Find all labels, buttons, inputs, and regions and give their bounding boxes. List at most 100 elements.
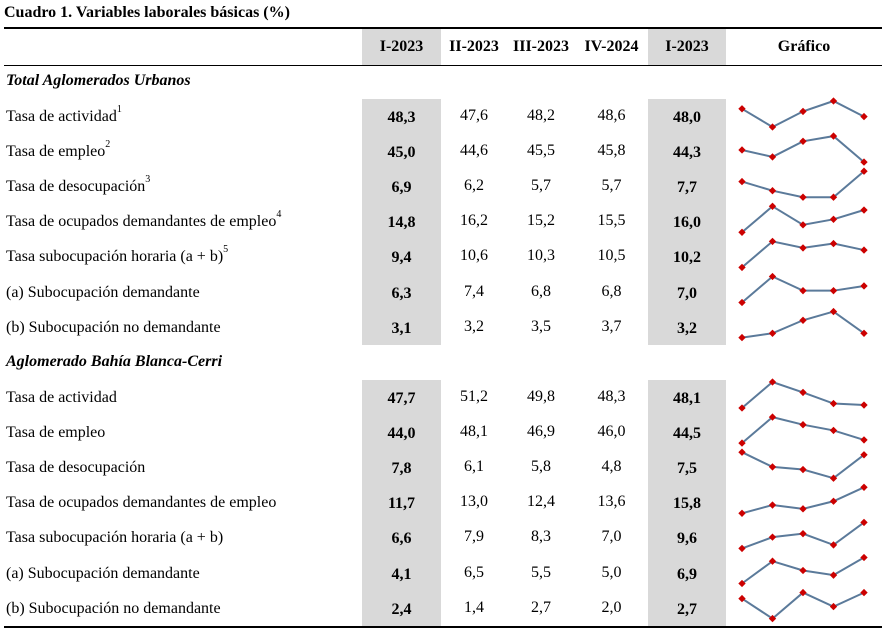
table-cell: 48,1 <box>460 423 488 441</box>
row-label-text: Tasa de desocupación <box>6 178 146 196</box>
table-cell: 6,1 <box>464 458 484 476</box>
footnote-marker: 4 <box>276 209 282 221</box>
header-col-5: I-2023 <box>665 38 709 55</box>
table-cell: 48,0 <box>673 109 701 126</box>
shade-col-5-body1 <box>648 99 726 345</box>
table-cell: 48,2 <box>527 107 555 124</box>
bottom-rule <box>4 626 882 628</box>
sparkline-marker <box>799 221 807 229</box>
sparkline-marker <box>768 272 777 281</box>
table-cell: 7,8 <box>391 460 412 478</box>
sparkline-marker <box>799 566 807 575</box>
sparkline-marker <box>768 413 777 421</box>
row-label: Tasa de actividad1 <box>6 104 122 126</box>
table-cell: 6,9 <box>391 179 412 197</box>
table-cell: 16,2 <box>460 212 488 230</box>
header-col-3: III-2023 <box>512 38 569 55</box>
row-label: Tasa de empleo <box>6 424 105 442</box>
table-cell: 5,8 <box>531 458 551 476</box>
table-cell: 6,6 <box>391 530 412 548</box>
table-cell: 5,0 <box>601 563 622 581</box>
table-cell: 7,0 <box>677 284 697 302</box>
footnote-marker: 2 <box>105 139 111 151</box>
section-title: Total Aglomerados Urbanos <box>6 72 191 89</box>
table-cell: 3,2 <box>677 319 697 337</box>
sparkline <box>741 591 865 620</box>
row-label-text: Tasa de actividad <box>6 108 117 125</box>
sparkline-marker <box>799 137 807 145</box>
table-cell: 7,0 <box>601 528 622 546</box>
row-label-text: Tasa de empleo <box>6 424 106 442</box>
table-cell: 12,4 <box>527 493 555 511</box>
row-label-text: Tasa de empleo <box>6 143 106 161</box>
sparkline-marker <box>768 463 777 471</box>
row-label: Tasa subocupación horaria (a + b) <box>6 529 223 547</box>
row-label-text: (b) Subocupación no demandante <box>6 318 221 336</box>
table-cell: 46,9 <box>527 423 555 441</box>
table-title: Cuadro 1. Variables laborales básicas (%… <box>4 4 290 21</box>
table-cell: 48,3 <box>387 109 416 126</box>
table-cell: 15,2 <box>527 212 555 230</box>
sparkline-marker <box>829 474 838 482</box>
sparkline-marker <box>768 557 777 565</box>
sparkline-marker <box>829 239 838 248</box>
row-label: Tasa subocupación horaria (a + b)5 <box>6 244 228 266</box>
footnote-marker: 5 <box>223 244 229 256</box>
table-cell: 7,7 <box>677 179 697 197</box>
sparkline-marker <box>860 436 868 444</box>
sparkline-marker <box>768 501 777 509</box>
sparkline-marker <box>799 244 807 252</box>
sparkline-marker <box>738 439 746 447</box>
sparkline-marker <box>860 588 868 597</box>
sparkline-marker <box>829 497 838 505</box>
sparkline-marker <box>860 483 868 491</box>
row-label: Tasa de ocupados demandantes de empleo <box>6 494 276 512</box>
sparkline-marker <box>738 105 746 113</box>
sparkline-marker <box>738 594 746 603</box>
table-cell: 48,1 <box>673 390 701 407</box>
sparkline-marker <box>860 401 868 409</box>
sparkline-marker <box>738 228 746 236</box>
header-col-4: IV-2024 <box>584 38 639 55</box>
table-cell: 2,4 <box>391 600 412 618</box>
table-cell: 5,7 <box>601 177 622 195</box>
sparkline-marker <box>768 533 777 541</box>
table-cell: 3,5 <box>531 317 551 335</box>
header-col-1: I-2023 <box>379 38 424 55</box>
sparkline-marker <box>829 132 838 140</box>
table-cell: 16,0 <box>673 214 701 232</box>
table-cell: 46,0 <box>597 423 626 441</box>
table-cell: 4,1 <box>391 565 412 583</box>
table-cell: 13,6 <box>597 493 626 511</box>
shade-col-1-body1 <box>362 99 441 345</box>
sparkline-marker <box>829 97 838 105</box>
table-cell: 9,4 <box>391 249 412 267</box>
row-label: (b) Subocupación no demandante <box>6 319 221 337</box>
table-cell: 6,9 <box>677 565 697 583</box>
table-cell: 10,2 <box>673 249 701 267</box>
table-cell: 47,7 <box>387 390 416 407</box>
sparkline-marker <box>799 529 807 538</box>
row-label-text: Tasa de ocupados demandantes de empleo <box>6 213 277 231</box>
row-label-text: (b) Subocupación no demandante <box>6 599 221 617</box>
sparkline <box>741 416 865 444</box>
shade-col-1 <box>362 29 441 65</box>
sparkline-marker <box>738 404 746 412</box>
table-cell: 3,7 <box>601 317 622 335</box>
table-cell: 49,8 <box>527 388 555 405</box>
sparkline-marker <box>768 153 777 161</box>
table-cell: 5,5 <box>531 563 551 581</box>
sparkline-marker <box>799 193 807 201</box>
table-cell: 7,5 <box>677 460 697 478</box>
row-label: (a) Subocupación demandante <box>6 565 200 583</box>
sparkline-marker <box>829 215 838 223</box>
table-cell: 3,1 <box>391 319 412 337</box>
row-label-text: Tasa subocupación horaria (a + b) <box>6 529 224 547</box>
row-label-text: Tasa de ocupados demandantes de empleo <box>6 494 277 512</box>
table-cell: 44,0 <box>387 425 416 443</box>
table-cell: 9,6 <box>677 530 697 548</box>
sparkline-marker <box>799 107 807 116</box>
header-rule <box>4 65 882 66</box>
sparkline-marker <box>829 602 838 611</box>
sparkline <box>741 451 865 480</box>
